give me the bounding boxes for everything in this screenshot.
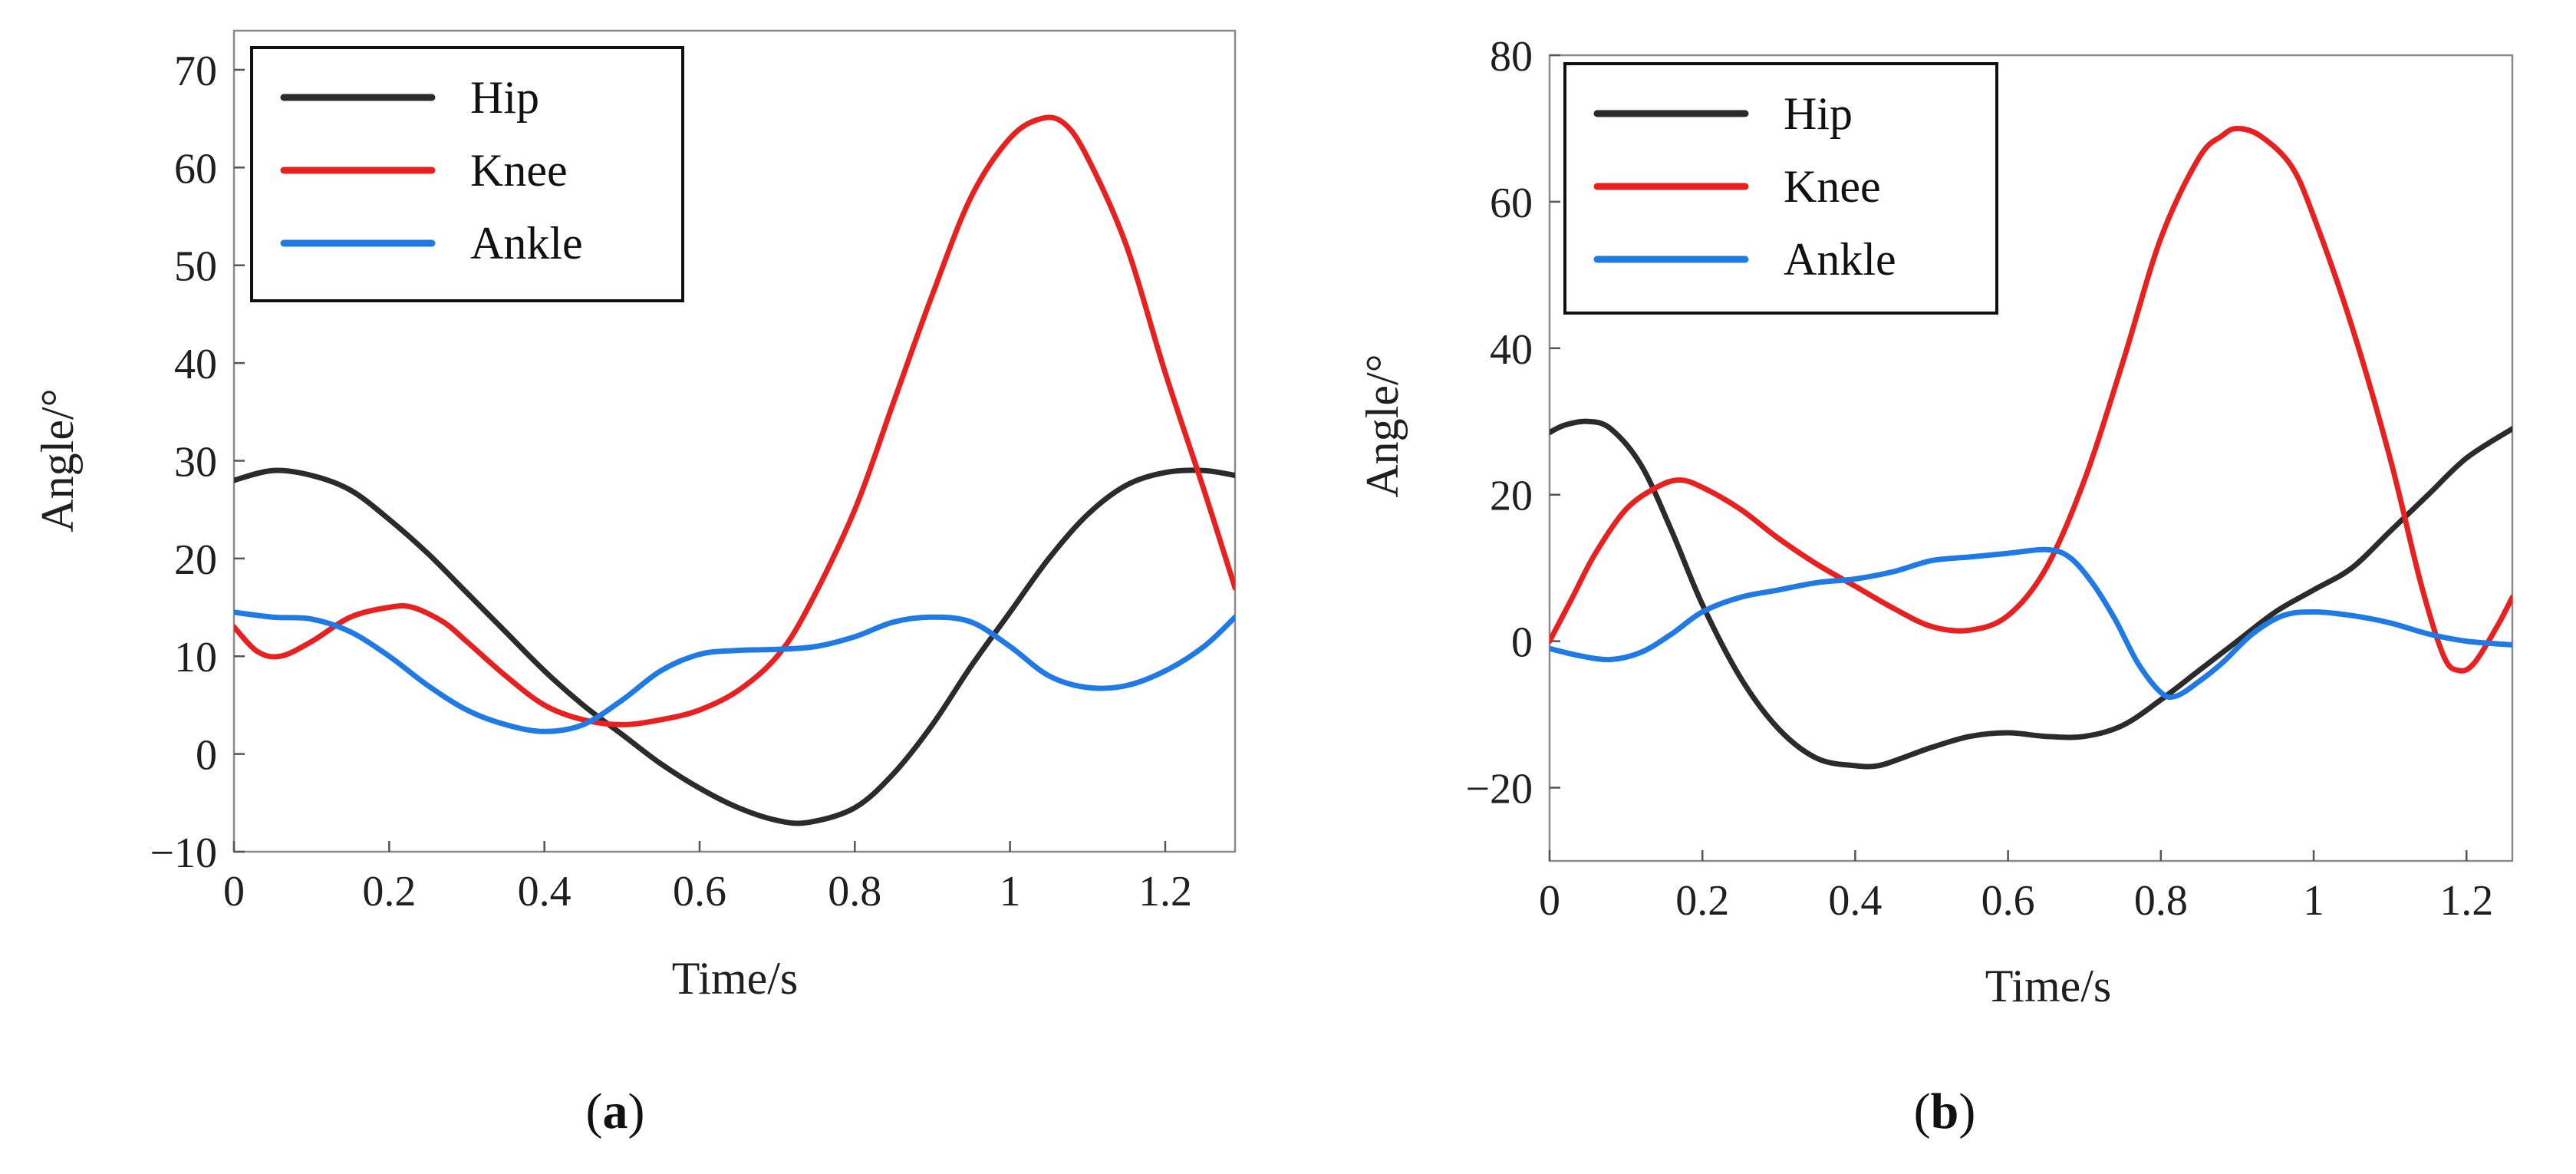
- x-tick-label-a: 0.8: [828, 868, 881, 915]
- series-line-knee-a: [234, 114, 1235, 727]
- legend-label-hip-b: Hip: [1784, 88, 1853, 139]
- x-tick-label-b: 1: [2303, 877, 2324, 925]
- y-tick-label-b: 0: [1511, 619, 1533, 667]
- x-tick-label-a: 0.4: [518, 868, 572, 915]
- y-tick-label-b: 40: [1490, 326, 1533, 374]
- series-group-a: [234, 114, 1235, 826]
- chart-panel-b: 0 0.2 0.4 0.6 0.8 1 1.2 −20 0 20 40 60 80 Time/s Angle…: [1357, 33, 2514, 1139]
- series-group-b: [1550, 126, 2512, 770]
- series-line-knee-b: [1550, 126, 2512, 674]
- series-line-ankle-a: [234, 609, 1235, 734]
- chart-panel-a: 0 0.2 0.4 0.6 0.8 1 1.2−10010203040506070Time/…: [32, 29, 1237, 1139]
- y-tick-label-b: −20: [1465, 766, 1533, 813]
- x-tick-label-a: 1: [1000, 868, 1021, 915]
- x-tick-label-a: 0.2: [362, 868, 416, 915]
- x-tick-label-b: 0.2: [1675, 877, 1729, 925]
- y-tick-label-a: 50: [174, 243, 217, 291]
- y-tick-label-b: 80: [1490, 33, 1533, 81]
- x-tick-label-a: 0: [223, 868, 245, 915]
- y-tick-label-b: 60: [1490, 180, 1533, 227]
- series-line-hip-a: [234, 467, 1235, 826]
- x-axis-label-a: Time/s: [672, 953, 799, 1004]
- x-tick-label-b: 0.4: [1828, 877, 1882, 925]
- y-tick-label-a: 40: [174, 341, 217, 388]
- legend-label-knee-b: Knee: [1784, 161, 1881, 212]
- series-line-hip-b: [1550, 418, 2512, 770]
- y-tick-label-a: 70: [174, 48, 217, 95]
- panel-caption-a: (a): [586, 1083, 645, 1139]
- plot-area-frame-a: [232, 29, 1237, 853]
- x-tick-label-b: 0: [1539, 877, 1560, 925]
- x-tick-label-a: 0.6: [673, 868, 726, 915]
- x-tick-label-b: 0.6: [1981, 877, 2035, 925]
- y-tick-label-a: 0: [196, 732, 217, 780]
- legend-label-ankle-a: Ankle: [470, 218, 583, 269]
- legend-label-hip-a: Hip: [470, 72, 539, 123]
- legend-box-a: [250, 46, 684, 302]
- y-axis-label-a: Angle/°: [32, 388, 83, 532]
- y-tick-label-b: 20: [1490, 473, 1533, 520]
- x-axis-label-b: Time/s: [1985, 961, 2112, 1011]
- series-line-ankle-b: [1550, 546, 2512, 701]
- y-tick-label-a: 60: [174, 145, 217, 193]
- y-tick-label-a: 30: [174, 438, 217, 486]
- y-tick-label-a: 20: [174, 536, 217, 584]
- y-axis-label-b: Angle/°: [1357, 354, 1408, 497]
- x-tick-label-b: 1.2: [2439, 877, 2493, 925]
- plot-area-frame-b: [1548, 54, 2514, 862]
- legend-label-knee-a: Knee: [470, 145, 568, 196]
- x-tick-label-a: 1.2: [1138, 868, 1192, 915]
- legend-label-ankle-b: Ankle: [1784, 234, 1896, 285]
- y-tick-label-a: −10: [150, 829, 217, 877]
- y-tick-label-a: 10: [174, 634, 217, 681]
- x-tick-label-b: 0.8: [2134, 877, 2188, 925]
- panel-caption-b: (b): [1914, 1083, 1976, 1139]
